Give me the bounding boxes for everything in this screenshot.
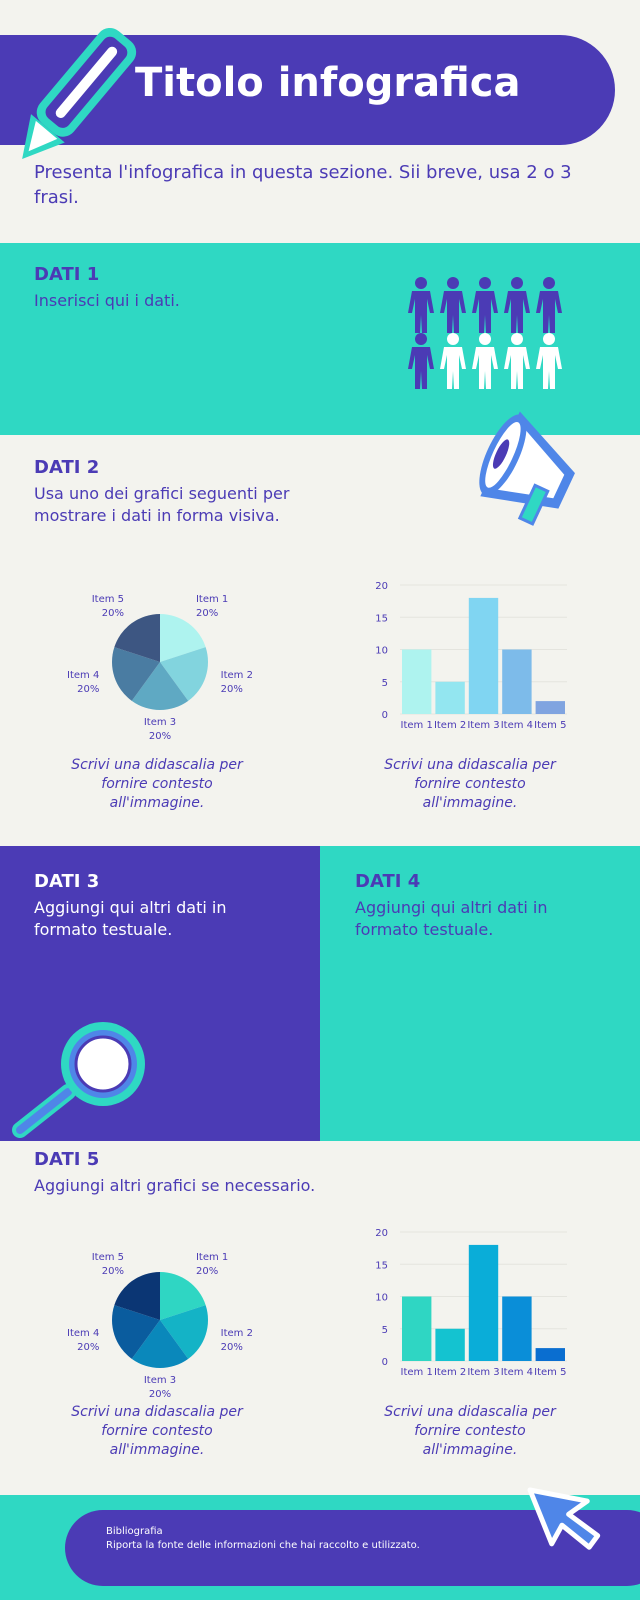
megaphone-icon <box>479 411 575 526</box>
footer-text: Riporta la fonte delle informazioni che … <box>106 1540 420 1551</box>
pie-label: Item 1 <box>196 594 228 605</box>
bar <box>435 1328 465 1361</box>
x-tick-label: Item 1 <box>401 720 433 731</box>
pie-value-label: 20% <box>221 684 243 695</box>
people-icon <box>408 277 562 389</box>
bar <box>468 1244 499 1361</box>
bar <box>402 649 432 714</box>
section-title: DATI 5 <box>34 1149 100 1170</box>
bar <box>535 1348 565 1361</box>
cursor-icon <box>527 1487 601 1550</box>
section-band <box>0 846 320 1141</box>
pie-value-label: 20% <box>221 1342 243 1353</box>
bar <box>435 681 465 714</box>
section-band <box>0 243 640 435</box>
pie-label: Item 2 <box>221 670 253 681</box>
pie-slice <box>131 662 189 710</box>
pie-slice <box>112 1305 160 1359</box>
pie-label: Item 4 <box>67 670 99 681</box>
section-text: Aggiungi qui altri dati in formato testu… <box>355 898 548 939</box>
caption: Scrivi una didascalia per fornire contes… <box>384 757 556 811</box>
pie-slice <box>114 1272 160 1320</box>
x-tick-label: Item 5 <box>534 720 566 731</box>
section-text: Aggiungi altri grafici se necessario. <box>34 1176 316 1195</box>
pie-value-label: 20% <box>77 684 99 695</box>
y-tick-label: 20 <box>375 1228 388 1239</box>
x-tick-label: Item 4 <box>501 720 533 731</box>
pie-chart: Item 1 20% Item 2 20% Item 3 20% Item 4 20% Item… <box>67 594 253 742</box>
y-tick-label: 20 <box>375 581 388 592</box>
x-tick-label: Item 4 <box>501 1367 533 1378</box>
footer-title: Bibliografia <box>106 1526 163 1537</box>
y-tick-label: 10 <box>375 1293 388 1304</box>
pie-value-label: 20% <box>149 731 171 742</box>
pie-label: Item 4 <box>67 1328 99 1339</box>
pie-slice <box>160 614 206 662</box>
pie-value-label: 20% <box>77 1342 99 1353</box>
magnifier-icon <box>12 1022 145 1138</box>
bar <box>502 1296 532 1361</box>
bar-chart: 0 5 10 15 20 Item 1 Item 2 Item 3 Item 4 Item 5 <box>375 1228 567 1378</box>
pie-value-label: 20% <box>102 608 124 619</box>
pie-slice <box>160 647 209 701</box>
y-tick-label: 15 <box>375 1260 388 1271</box>
pencil-icon <box>22 27 137 159</box>
title: Titolo infografica <box>135 60 521 106</box>
bar <box>535 701 565 714</box>
y-tick-label: 10 <box>375 646 388 657</box>
x-tick-label: Item 3 <box>467 1367 499 1378</box>
x-tick-label: Item 5 <box>534 1367 566 1378</box>
section-title: DATI 2 <box>34 457 100 478</box>
caption: Scrivi una didascalia per fornire contes… <box>384 1404 556 1458</box>
pie-value-label: 20% <box>196 608 218 619</box>
section-text: Usa uno dei grafici seguenti per mostrar… <box>34 484 290 525</box>
pie-slice <box>112 647 160 701</box>
pie-slice <box>160 1305 209 1359</box>
y-tick-label: 15 <box>375 613 388 624</box>
bar <box>402 1296 432 1361</box>
pie-slice <box>131 1320 189 1368</box>
section-band <box>320 846 640 1141</box>
pie-slice <box>160 1272 206 1320</box>
pie-label: Item 3 <box>144 717 176 728</box>
section-title: DATI 1 <box>34 264 100 285</box>
pie-label: Item 3 <box>144 1375 176 1386</box>
pie-chart: Item 1 20% Item 2 20% Item 3 20% Item 4 20% Item… <box>67 1252 253 1400</box>
intro: Presenta l'infografica in questa sezione… <box>34 162 572 208</box>
y-tick-label: 0 <box>382 1357 388 1368</box>
pie-value-label: 20% <box>102 1266 124 1277</box>
x-tick-label: Item 3 <box>467 720 499 731</box>
caption: Scrivi una didascalia per fornire contes… <box>71 757 243 811</box>
pie-slice <box>114 614 160 662</box>
x-tick-label: Item 2 <box>434 1367 466 1378</box>
y-tick-label: 5 <box>382 678 388 689</box>
pie-label: Item 1 <box>196 1252 228 1263</box>
bar <box>468 597 499 714</box>
x-tick-label: Item 1 <box>401 1367 433 1378</box>
section-title: DATI 3 <box>34 871 100 892</box>
pie-label: Item 5 <box>92 1252 124 1263</box>
section-text: Inserisci qui i dati. <box>34 291 180 310</box>
caption: Scrivi una didascalia per fornire contes… <box>71 1404 243 1458</box>
section-text: Aggiungi qui altri dati in formato testu… <box>34 898 227 939</box>
y-tick-label: 5 <box>382 1325 388 1336</box>
pie-value-label: 20% <box>149 1389 171 1400</box>
y-tick-label: 0 <box>382 710 388 721</box>
x-tick-label: Item 2 <box>434 720 466 731</box>
bar-chart: 0 5 10 15 20 Item 1 Item 2 Item 3 Item 4 Item 5 <box>375 581 567 731</box>
pie-label: Item 2 <box>221 1328 253 1339</box>
pie-label: Item 5 <box>92 594 124 605</box>
pie-value-label: 20% <box>196 1266 218 1277</box>
section-title: DATI 4 <box>355 871 421 892</box>
bar <box>502 649 532 714</box>
